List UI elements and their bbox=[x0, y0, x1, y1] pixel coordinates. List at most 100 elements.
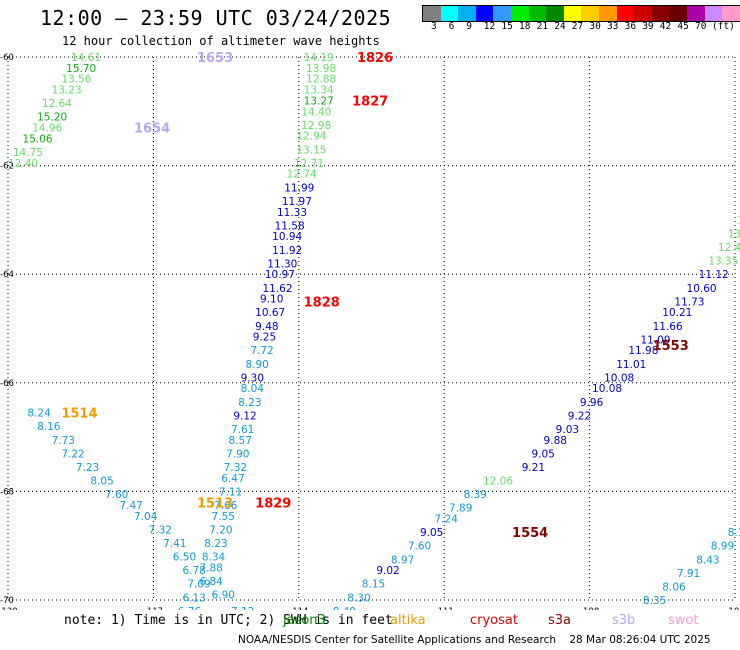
wave-height-value: 8.57 bbox=[229, 435, 252, 447]
wave-height-value: 8.99 bbox=[711, 541, 734, 553]
legend-label: 70 bbox=[695, 21, 707, 32]
legend-swatch bbox=[563, 6, 582, 21]
wave-height-value: 7.66 bbox=[214, 500, 238, 512]
wave-height-value: 9.25 bbox=[253, 332, 276, 344]
legend-label: 27 bbox=[571, 21, 584, 32]
wave-height-value: 13.15 bbox=[296, 144, 326, 156]
wave-height-value: 12.42 bbox=[718, 242, 740, 254]
legend-label: 39 bbox=[642, 21, 654, 32]
note-text: note: 1) Time is in UTC; 2) SWH is in fe… bbox=[64, 613, 393, 628]
wave-height-value: 11.92 bbox=[272, 245, 302, 257]
wave-height-value: 7.22 bbox=[61, 448, 84, 460]
wave-height-value: 12.71 bbox=[294, 158, 324, 170]
legend-label: 36 bbox=[624, 21, 637, 32]
wave-height-value: 6.76 bbox=[178, 606, 202, 610]
lat-tick-label: -70 bbox=[0, 596, 14, 606]
legend-swatch bbox=[510, 6, 529, 21]
wave-height-value: 7.55 bbox=[212, 511, 235, 523]
legend-label: 12 bbox=[483, 21, 496, 32]
wave-height-value: 7.89 bbox=[449, 503, 472, 515]
page-title: 12:00 – 23:59 UTC 03/24/2025 bbox=[40, 6, 392, 30]
wave-height-value: 9.88 bbox=[544, 435, 567, 447]
legend-swatch bbox=[493, 6, 511, 21]
wave-height-value: 13.27 bbox=[304, 95, 334, 107]
wave-height-value: 6.13 bbox=[182, 592, 205, 604]
lon-tick-label: -117 bbox=[144, 607, 163, 610]
wave-height-value: 9.48 bbox=[255, 321, 278, 333]
wave-height-value: 9.12 bbox=[233, 410, 256, 422]
wave-height-value: 13.23 bbox=[52, 85, 82, 97]
legend-label: 30 bbox=[589, 21, 601, 32]
wave-height-value: 13.56 bbox=[61, 74, 91, 86]
wave-height-value: 9.05 bbox=[420, 527, 443, 539]
wave-height-value: 14.75 bbox=[13, 147, 43, 159]
wave-height-value: 11.99 bbox=[284, 182, 314, 194]
wave-height-value: 10.08 bbox=[604, 372, 634, 384]
wave-height-value: 8.34 bbox=[202, 552, 226, 564]
wave-height-value: 8.12 bbox=[728, 527, 740, 539]
wave-height-value: 7.73 bbox=[52, 435, 75, 447]
wave-height-value: 12.74 bbox=[287, 169, 317, 181]
pass-label: 1553 bbox=[653, 339, 689, 354]
wave-height-value: 15.06 bbox=[23, 133, 53, 145]
wave-height-value: 9.96 bbox=[580, 397, 604, 409]
wave-height-value: 8.05 bbox=[90, 476, 113, 488]
pass-label: 1826 bbox=[357, 51, 393, 66]
wave-height-value: 11.12 bbox=[699, 269, 729, 281]
lat-tick-label: -64 bbox=[0, 270, 14, 280]
legend-swatch bbox=[546, 6, 564, 21]
satellite-label-swot: swot bbox=[668, 613, 699, 628]
satellite-label-cryosat: cryosat bbox=[470, 613, 518, 628]
lat-tick-label: -60 bbox=[0, 53, 14, 63]
wave-height-value: 7.23 bbox=[76, 462, 99, 474]
wave-height-value: 13.98 bbox=[306, 63, 336, 75]
pass-label: 1827 bbox=[352, 94, 388, 109]
wave-height-value: 6.90 bbox=[212, 590, 235, 602]
legend-swatch bbox=[581, 6, 599, 21]
wave-height-value: 9.02 bbox=[376, 565, 399, 577]
legend-label: 42 bbox=[659, 21, 672, 32]
wave-height-value: 11.01 bbox=[616, 359, 646, 371]
wave-height-value: 8.97 bbox=[391, 554, 414, 566]
wave-height-value: 11.66 bbox=[653, 321, 683, 333]
legend-swatch bbox=[423, 6, 441, 21]
legend-swatch bbox=[722, 6, 740, 21]
wave-height-value: 10.21 bbox=[662, 307, 692, 319]
lon-tick-label: -111 bbox=[435, 607, 454, 610]
satellite-label-s3a: s3a bbox=[548, 613, 572, 628]
legend-unit: (ft) bbox=[712, 21, 735, 32]
wave-height-value: 14.61 bbox=[71, 52, 101, 64]
wave-height-value: 11.30 bbox=[267, 258, 297, 270]
legend-swatch bbox=[440, 6, 459, 21]
page-subtitle: 12 hour collection of altimeter wave hei… bbox=[62, 34, 380, 48]
pass-label: 1654 bbox=[134, 122, 170, 137]
lon-tick-label: -114 bbox=[289, 607, 308, 610]
wave-height-value: 12.06 bbox=[483, 476, 513, 488]
wave-height-value: 8.16 bbox=[37, 421, 61, 433]
legend-label: 9 bbox=[466, 21, 472, 32]
wave-height-value: 7.60 bbox=[408, 541, 431, 553]
legend-label: 18 bbox=[519, 21, 531, 32]
wave-height-value: 10.94 bbox=[272, 231, 302, 243]
legend-swatch bbox=[651, 6, 670, 21]
wave-height-value: 8.24 bbox=[27, 408, 51, 420]
wave-height-value: 14.19 bbox=[304, 52, 334, 64]
wave-height-value: 8.49 bbox=[333, 606, 356, 610]
legend-swatch bbox=[598, 6, 617, 21]
legend-swatch bbox=[669, 6, 687, 21]
wave-height-value: 11.98 bbox=[628, 345, 658, 357]
legend-label: 21 bbox=[536, 21, 549, 32]
wave-height-value: 8.06 bbox=[662, 581, 686, 593]
legend-label: 15 bbox=[501, 21, 513, 32]
legend-swatch bbox=[616, 6, 635, 21]
wave-height-value: 15.20 bbox=[37, 112, 67, 124]
wave-height-value: 12.83 bbox=[737, 215, 740, 227]
wave-height-value: 7.04 bbox=[134, 511, 158, 523]
wave-height-value: 11.62 bbox=[262, 283, 292, 295]
wave-height-value: 7.61 bbox=[231, 424, 254, 436]
legend-swatch bbox=[458, 6, 476, 21]
wave-height-value: 13.31 bbox=[728, 228, 740, 240]
wave-height-value: 11.58 bbox=[275, 220, 305, 232]
wave-height-value: 11.09 bbox=[640, 334, 670, 346]
wave-height-value: 7.09 bbox=[187, 579, 210, 591]
